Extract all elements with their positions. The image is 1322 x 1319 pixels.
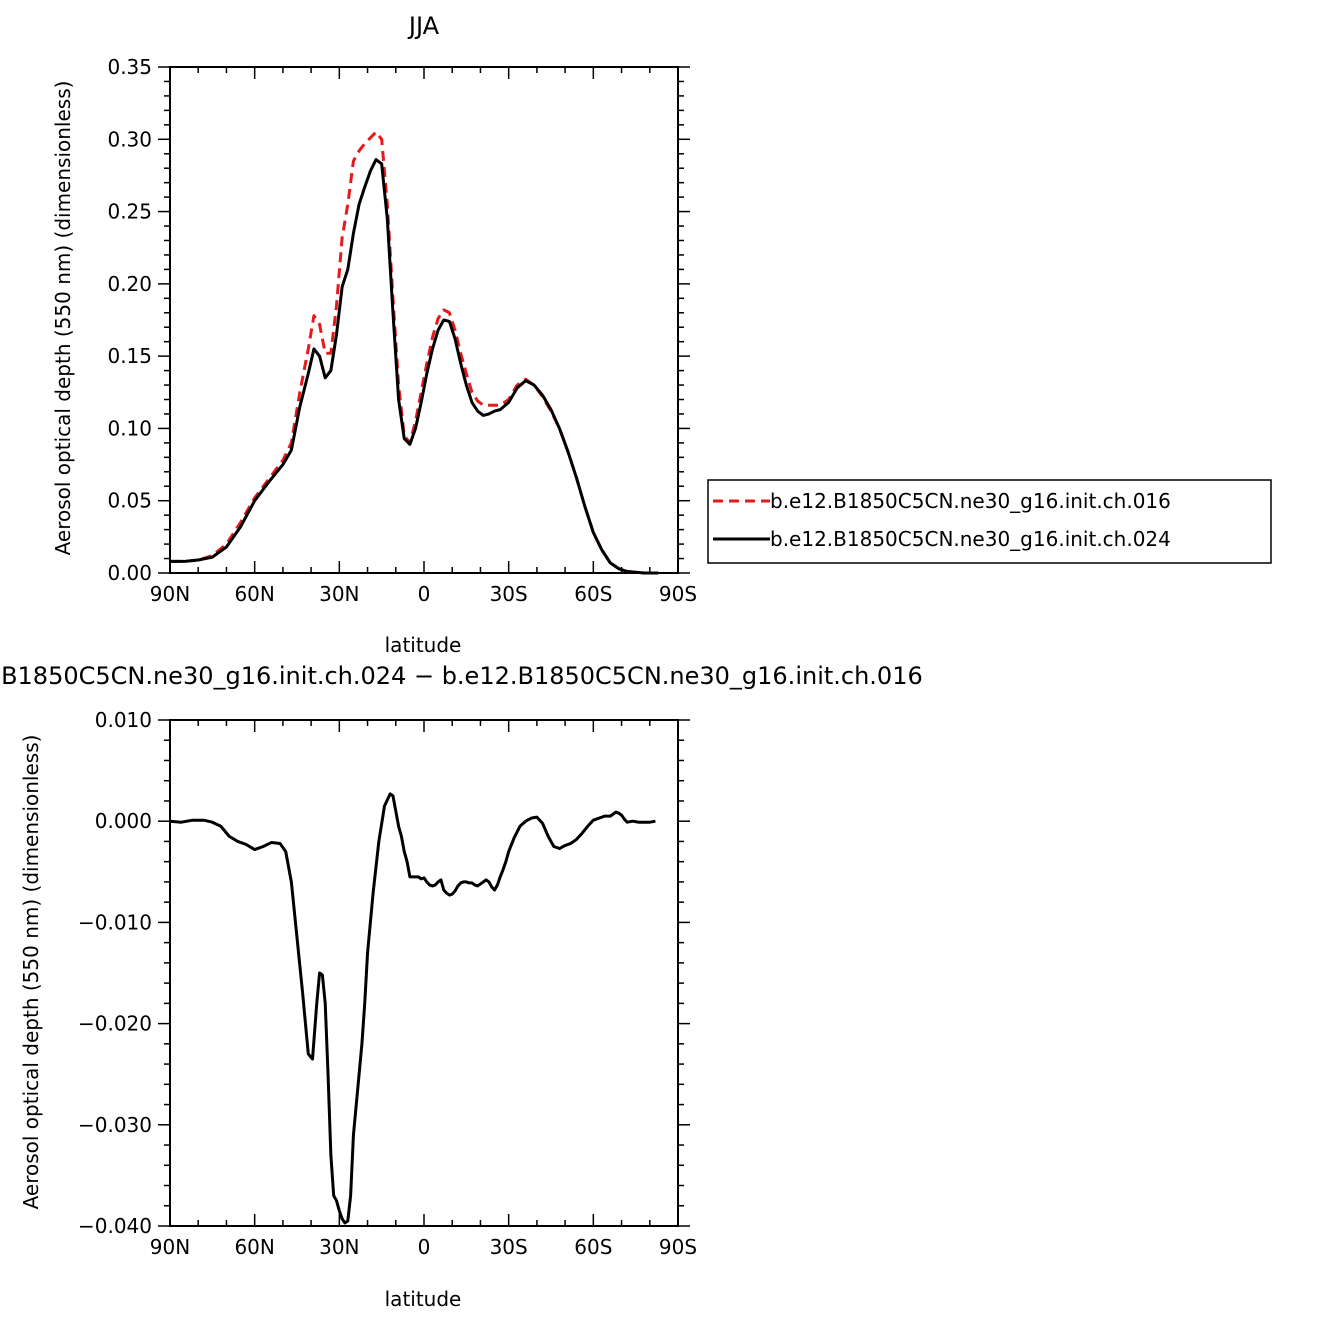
bottom-plot-area: 90N 60N 30N 0 30S 60S 90S −0.040 −0.030 −0.020 −0.…	[78, 708, 697, 1259]
top-y-tick-label: 0.30	[107, 127, 152, 151]
bottom-x-tick-label: 90S	[659, 1235, 697, 1259]
bottom-x-tick-label: 60S	[574, 1235, 612, 1259]
bottom-x-tick-label: 60N	[234, 1235, 274, 1259]
top-y-axis-label: Aerosol optical depth (550 nm) (dimensio…	[51, 81, 75, 556]
bottom-x-axis-label: latitude	[385, 1287, 462, 1311]
top-x-tick-label: 60S	[574, 582, 612, 606]
bottom-y-tick-label: −0.030	[78, 1113, 152, 1137]
top-series-line-0	[170, 130, 659, 575]
top-x-tick-label: 30S	[490, 582, 528, 606]
bottom-y-tick-label: −0.010	[78, 910, 152, 934]
bottom-plot-frame	[169, 719, 679, 1227]
bottom-y-tick-label: 0.010	[95, 708, 152, 732]
top-chart-title: JJA	[407, 12, 440, 40]
legend-label-024: b.e12.B1850C5CN.ne30_g16.init.ch.024	[770, 527, 1171, 551]
bottom-chart-title: b.e12.B1850C5CN.ne30_g16.init.ch.024 − b…	[0, 662, 923, 690]
top-x-tick-label: 0	[418, 582, 431, 606]
legend-box	[707, 479, 1272, 564]
top-x-tick-label: 60N	[234, 582, 274, 606]
bottom-series-line-0	[169, 792, 656, 1225]
top-plot-area: 90N 60N 30N 0 30S 60S 90S 0.00 0.05 0.10 0.15 0.20 0…	[107, 55, 697, 606]
legend-item-016: b.e12.B1850C5CN.ne30_g16.init.ch.016	[713, 489, 1171, 513]
top-y-tick-label: 0.20	[107, 272, 152, 296]
bottom-y-tick-label: −0.040	[78, 1214, 152, 1238]
panel-bottom-difference: b.e12.B1850C5CN.ne30_g16.init.ch.024 − b…	[0, 662, 923, 1311]
top-x-tick-label: 30N	[319, 582, 359, 606]
top-y-tick-label: 0.10	[107, 416, 152, 440]
top-y-tick-label: 0.15	[107, 344, 152, 368]
legend: b.e12.B1850C5CN.ne30_g16.init.ch.016 b.e…	[707, 479, 1272, 564]
top-x-tick-label: 90N	[150, 582, 190, 606]
top-x-tick-label: 90S	[659, 582, 697, 606]
panel-top-aod: JJA 90N 60N 30N 0 30S 60S 90S 0.00 0.05 0.10 0.15 0…	[51, 12, 697, 657]
top-plot-frame	[169, 66, 679, 574]
bottom-x-tick-label: 30S	[490, 1235, 528, 1259]
top-y-tick-label: 0.25	[107, 200, 152, 224]
bottom-y-tick-label: 0.000	[95, 809, 152, 833]
bottom-y-axis-label: Aerosol optical depth (550 nm) (dimensio…	[19, 735, 43, 1210]
top-y-tick-label: 0.00	[107, 561, 152, 585]
legend-item-024: b.e12.B1850C5CN.ne30_g16.init.ch.024	[713, 527, 1171, 551]
bottom-x-tick-label: 30N	[319, 1235, 359, 1259]
bottom-x-tick-label: 90N	[150, 1235, 190, 1259]
top-x-axis-label: latitude	[385, 633, 462, 657]
legend-label-016: b.e12.B1850C5CN.ne30_g16.init.ch.016	[770, 489, 1171, 513]
top-series-line-1	[170, 158, 659, 575]
bottom-y-tick-label: −0.020	[78, 1012, 152, 1036]
top-y-tick-label: 0.35	[107, 55, 152, 79]
bottom-x-tick-label: 0	[418, 1235, 431, 1259]
top-y-tick-label: 0.05	[107, 489, 152, 513]
